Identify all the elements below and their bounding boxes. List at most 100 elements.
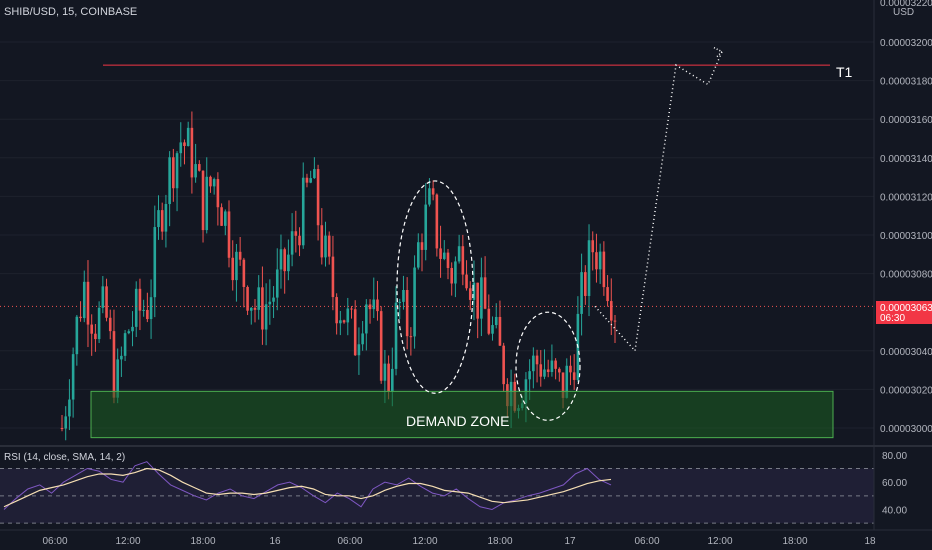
- candle-body: [224, 211, 227, 226]
- time-tick-label: 18:00: [782, 536, 807, 547]
- candle-body: [543, 369, 546, 377]
- candle-body: [105, 286, 108, 318]
- candle-body: [457, 246, 461, 262]
- price-tick-label: 0.00003020: [880, 385, 932, 396]
- candle-body: [79, 316, 82, 319]
- candle-body: [480, 277, 483, 319]
- bar-countdown: 06:30: [880, 313, 905, 324]
- candle-body: [290, 231, 294, 255]
- time-tick-label: 16: [269, 536, 281, 547]
- price-tick-label: 0.00003080: [880, 270, 932, 281]
- candle-body: [209, 176, 212, 187]
- candle-body: [379, 311, 383, 381]
- candle-body: [320, 225, 324, 258]
- price-axis[interactable]: 0.00003200 0.00003180 0.00003160 0.00003140…: [873, 0, 932, 530]
- rsi-ma-line: [3, 467, 612, 508]
- candle-body: [287, 254, 290, 272]
- candle-body: [294, 231, 298, 236]
- candle-body: [112, 331, 116, 398]
- candle-body: [279, 249, 283, 270]
- candle-body: [183, 142, 186, 146]
- candle-body: [179, 142, 183, 154]
- candle-body: [584, 272, 587, 296]
- candle-body: [301, 177, 305, 246]
- candle-body: [142, 309, 145, 311]
- current-price-badge: [876, 301, 932, 324]
- axis-top-partial-price: 0.00003220: [880, 0, 932, 9]
- candle-body: [383, 363, 387, 381]
- candle-body: [60, 428, 64, 429]
- candle-body: [561, 372, 565, 398]
- candle-body: [350, 308, 353, 310]
- price-tick-label: 0.00003180: [880, 77, 932, 88]
- candle-body: [502, 345, 505, 385]
- candle-body: [535, 355, 539, 365]
- candle-body: [353, 309, 357, 356]
- candle-body: [220, 207, 223, 226]
- candle-body: [442, 252, 446, 259]
- candle-body: [606, 287, 609, 302]
- candle-body: [138, 288, 142, 311]
- candle-body: [361, 333, 364, 345]
- candle-body: [246, 286, 249, 311]
- candle-body: [205, 176, 209, 231]
- candle-body: [454, 261, 457, 284]
- candle-body: [428, 188, 431, 205]
- candle-body: [339, 320, 342, 324]
- time-tick-label: 06:00: [337, 536, 362, 547]
- candle-body: [546, 369, 550, 372]
- candle-body: [90, 324, 93, 334]
- currency-label: USD: [893, 7, 914, 18]
- symbol-title[interactable]: SHIB/USD, 15, COINBASE: [4, 6, 137, 18]
- dashed-ellipse-peak: [396, 180, 474, 394]
- time-tick-label: 18: [864, 536, 876, 547]
- drawings: [396, 46, 724, 421]
- time-axis[interactable]: 06:00 12:00 18:00 16 06:00 12:00 18:00 17 06:00 1…: [0, 529, 932, 547]
- candle-body: [394, 302, 398, 369]
- candle-body: [131, 326, 134, 332]
- candle-body: [346, 308, 350, 323]
- candle-body: [468, 288, 472, 300]
- candle-body: [257, 287, 261, 310]
- candle-body: [387, 363, 390, 392]
- candle-body: [264, 304, 268, 330]
- candle-body: [335, 297, 338, 324]
- candle-body: [580, 272, 583, 314]
- candle-body: [249, 307, 253, 311]
- price-tick-label: 0.00003100: [880, 231, 932, 242]
- candle-body: [272, 297, 275, 302]
- candle-body: [483, 277, 487, 309]
- candle-body: [134, 288, 138, 327]
- time-tick-label: 17: [564, 536, 576, 547]
- candle-body: [153, 227, 157, 298]
- rsi-tick-label: 80.00: [882, 451, 907, 462]
- candle-body: [491, 325, 494, 334]
- candle-body: [64, 416, 68, 429]
- candle-body: [86, 281, 90, 325]
- rsi-label[interactable]: RSI (14, close, SMA, 14, 2): [4, 452, 125, 463]
- demand-zone-rect: [90, 390, 834, 439]
- candle-body: [127, 331, 131, 334]
- time-tick-label: 12:00: [707, 536, 732, 547]
- candle-body: [324, 235, 327, 258]
- time-tick-label: 12:00: [115, 536, 140, 547]
- candle-body: [465, 274, 468, 289]
- price-tick-label: 0.00003040: [880, 347, 932, 358]
- candle-body: [172, 157, 175, 189]
- candle-body: [532, 355, 535, 372]
- candle-body: [186, 127, 190, 146]
- candle-body: [327, 235, 331, 257]
- candle-body: [528, 371, 531, 380]
- candle-body: [424, 204, 428, 250]
- demand-zone-label: DEMAND ZONE: [406, 413, 509, 429]
- candle-body: [554, 360, 557, 369]
- time-tick-label: 06:00: [634, 536, 659, 547]
- price-tick-label: 0.00003200: [880, 38, 932, 49]
- candle-body: [539, 364, 543, 377]
- candle-body: [198, 164, 201, 171]
- candle-body: [357, 344, 361, 356]
- candle-body: [175, 153, 179, 189]
- candle-body: [164, 204, 168, 232]
- candle-body: [331, 256, 335, 298]
